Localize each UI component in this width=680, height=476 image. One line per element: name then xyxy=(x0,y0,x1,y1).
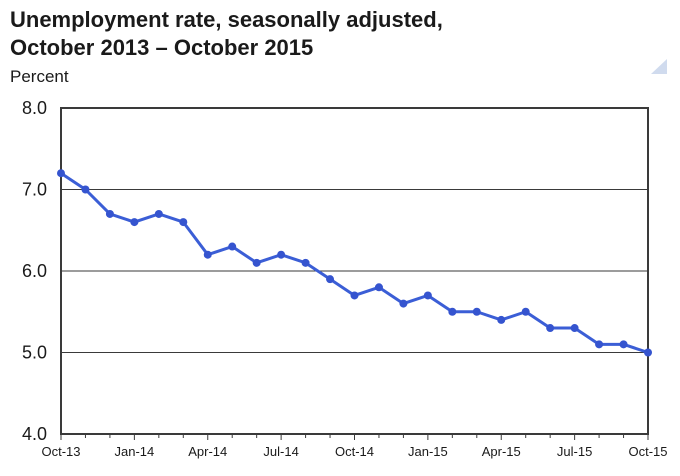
y-tick-label: 5.0 xyxy=(22,343,47,363)
data-point xyxy=(644,348,652,357)
x-tick-label: Oct-15 xyxy=(628,444,667,459)
gridlines xyxy=(61,189,648,353)
chart-title-line1: Unemployment rate, seasonally adjusted, xyxy=(10,7,443,32)
x-tick-label: Apr-14 xyxy=(188,444,227,459)
data-point xyxy=(546,324,555,333)
x-tick-label: Apr-15 xyxy=(482,444,521,459)
data-point xyxy=(497,315,506,324)
x-tick-label: Jul-15 xyxy=(557,444,592,459)
data-point xyxy=(472,307,481,316)
x-tick-label: Jul-14 xyxy=(263,444,298,459)
x-axis-ticks xyxy=(60,434,649,440)
data-point xyxy=(228,242,237,251)
data-point xyxy=(521,307,530,316)
corner-triangle-icon xyxy=(651,59,667,74)
chart-title-line2: October 2013 – October 2015 xyxy=(10,35,314,60)
x-tick-label: Oct-13 xyxy=(41,444,80,459)
data-point xyxy=(619,340,628,349)
y-axis-labels: 8.0 7.0 6.0 5.0 4.0 xyxy=(22,98,47,444)
y-tick-label: 8.0 xyxy=(22,98,47,118)
x-axis-labels: Oct-13 Jan-14 Apr-14 Jul-14 Oct-14 Jan-15 Apr-… xyxy=(41,444,667,459)
x-tick-label: Jan-14 xyxy=(115,444,155,459)
data-point xyxy=(277,250,286,259)
data-point xyxy=(81,185,90,194)
data-point xyxy=(179,218,188,227)
data-point xyxy=(301,258,310,267)
data-point xyxy=(448,307,457,316)
data-point xyxy=(399,299,408,308)
y-tick-label: 4.0 xyxy=(22,424,47,444)
data-point xyxy=(105,209,114,218)
data-point xyxy=(326,275,335,284)
data-point xyxy=(130,218,139,227)
x-tick-label: Jan-15 xyxy=(408,444,448,459)
data-point xyxy=(154,209,163,218)
data-point xyxy=(350,291,359,300)
y-tick-label: 7.0 xyxy=(22,180,47,200)
chart-title: Unemployment rate, seasonally adjusted, … xyxy=(10,6,443,62)
x-tick-label: Oct-14 xyxy=(335,444,374,459)
unemployment-rate-line xyxy=(59,171,650,354)
data-point-markers xyxy=(57,169,652,357)
y-tick-label: 6.0 xyxy=(22,261,47,281)
data-point xyxy=(203,250,212,259)
data-point xyxy=(57,169,65,178)
y-axis-unit-label: Percent xyxy=(10,67,69,86)
data-point xyxy=(570,324,579,333)
data-point xyxy=(374,283,383,292)
data-point xyxy=(595,340,604,349)
data-point xyxy=(252,258,261,267)
data-point xyxy=(423,291,432,300)
